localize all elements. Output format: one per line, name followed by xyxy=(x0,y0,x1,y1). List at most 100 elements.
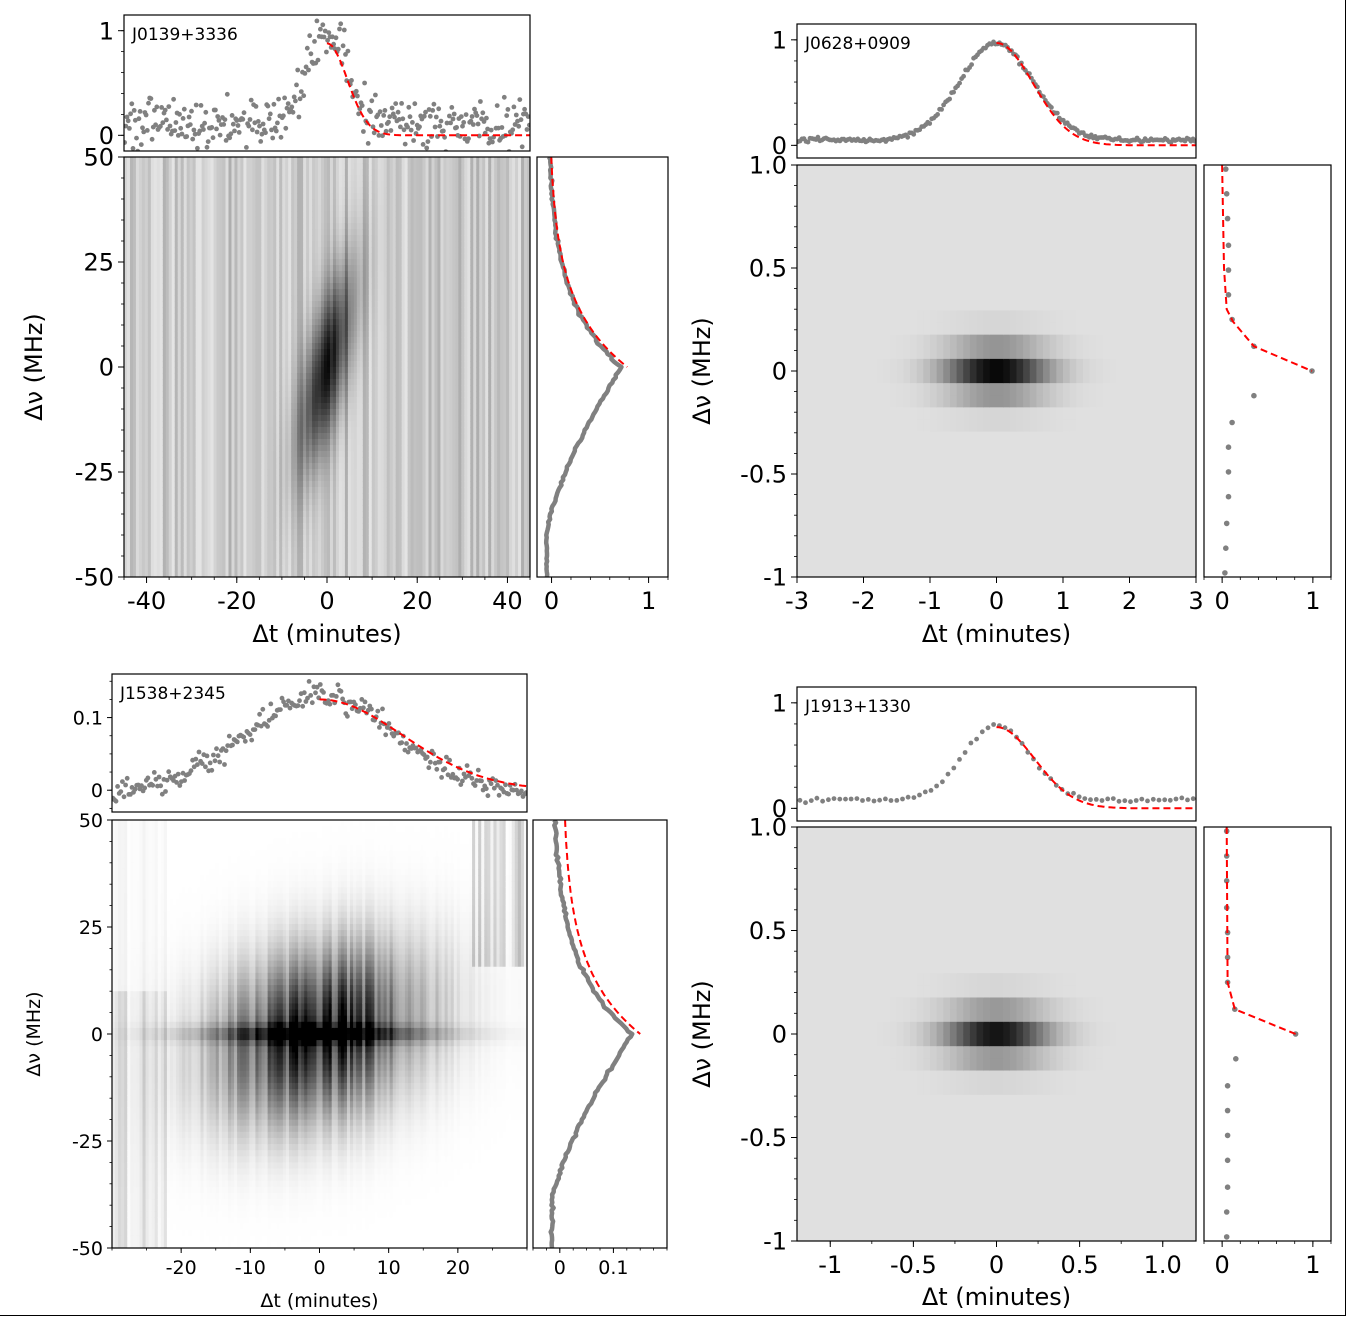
heatmap-cell xyxy=(246,565,250,572)
heatmap-cell xyxy=(285,157,289,164)
time-profile-point xyxy=(275,120,280,126)
heatmap-cell xyxy=(159,175,164,182)
heatmap-cell xyxy=(237,547,242,554)
heatmap-cell xyxy=(270,247,274,254)
heatmap-cell xyxy=(147,205,152,212)
heatmap-cell xyxy=(300,283,304,290)
heatmap-cell xyxy=(246,253,250,260)
heatmap-cell xyxy=(267,415,271,422)
heatmap-cell xyxy=(312,229,316,236)
heatmap-cell xyxy=(267,325,271,332)
heatmap-cell xyxy=(141,469,146,476)
heatmap-cell xyxy=(204,403,209,410)
heatmap-cell xyxy=(258,319,262,326)
heatmap-cell xyxy=(246,211,250,218)
heatmap-cell xyxy=(264,427,268,434)
heatmap-cell xyxy=(147,175,152,182)
heatmap-cell xyxy=(219,469,224,476)
heatmap-cell xyxy=(312,433,316,440)
heatmap-cell xyxy=(237,247,242,254)
heatmap-cell xyxy=(210,253,215,260)
heatmap-cell xyxy=(288,373,292,380)
heatmap-cell xyxy=(315,271,319,278)
heatmap-cell xyxy=(204,565,209,572)
heatmap-cell xyxy=(159,421,164,428)
heatmap-cell xyxy=(186,451,191,458)
heatmap-cell xyxy=(132,523,137,530)
heatmap-cell xyxy=(228,247,233,254)
heatmap-cell xyxy=(159,211,164,218)
heatmap-cell xyxy=(207,475,212,482)
heatmap-cell xyxy=(273,451,277,458)
heatmap-cell xyxy=(153,511,158,518)
heatmap-cell xyxy=(144,253,149,260)
heatmap-cell xyxy=(204,397,209,404)
heatmap-cell xyxy=(219,433,224,440)
heatmap-cell xyxy=(204,517,209,524)
heatmap-cell xyxy=(180,463,185,470)
heatmap-cell xyxy=(285,541,289,548)
heatmap-cell xyxy=(246,205,250,212)
heatmap-cell xyxy=(258,475,262,482)
heatmap-cell xyxy=(270,379,274,386)
heatmap-cell xyxy=(198,571,203,577)
heatmap-cell xyxy=(282,469,286,476)
heatmap-cell xyxy=(309,349,313,356)
time-profile-point xyxy=(131,108,137,113)
heatmap-cell xyxy=(138,415,143,422)
heatmap-cell xyxy=(231,163,236,170)
heatmap-cell xyxy=(150,571,155,577)
heatmap-cell xyxy=(243,217,247,224)
heatmap-cell xyxy=(171,283,176,290)
heatmap-cell xyxy=(303,283,307,290)
heatmap-cell xyxy=(124,541,128,548)
heatmap-cell xyxy=(171,163,176,170)
heatmap-cell xyxy=(183,193,188,200)
heatmap-cell xyxy=(276,499,280,506)
heatmap-cell xyxy=(318,529,322,536)
heatmap-cell xyxy=(231,469,236,476)
heatmap-cell xyxy=(156,211,161,218)
heatmap-cell xyxy=(168,463,173,470)
heatmap-cell xyxy=(285,235,289,242)
heatmap-cell xyxy=(159,295,164,302)
heatmap-cell xyxy=(309,415,313,422)
heatmap-cell xyxy=(270,439,274,446)
heatmap-cell xyxy=(207,253,212,260)
heatmap-cell xyxy=(258,373,262,380)
heatmap-cell xyxy=(135,379,140,386)
heatmap-cell xyxy=(147,295,152,302)
heatmap-cell xyxy=(267,247,271,254)
heatmap-cell xyxy=(192,223,197,230)
heatmap-cell xyxy=(261,163,265,170)
heatmap-cell xyxy=(144,427,149,434)
heatmap-cell xyxy=(261,331,265,338)
heatmap-cell xyxy=(162,427,167,434)
heatmap-cell xyxy=(267,199,271,206)
time-profile-point xyxy=(213,107,218,113)
heatmap-cell xyxy=(210,499,215,506)
heatmap-cell xyxy=(141,373,146,380)
heatmap-cell xyxy=(294,553,298,560)
heatmap-cell xyxy=(189,535,194,542)
heatmap-cell xyxy=(126,403,131,410)
heatmap-cell xyxy=(234,259,239,266)
heatmap-cell xyxy=(201,415,206,422)
time-profile-point xyxy=(369,98,375,104)
heatmap-cell xyxy=(156,511,161,518)
heatmap-cell xyxy=(150,325,155,332)
heatmap-cell xyxy=(312,559,316,566)
time-profile-point xyxy=(253,104,259,109)
time-profile-point xyxy=(186,114,192,120)
heatmap-cell xyxy=(129,169,134,176)
heatmap-cell xyxy=(124,505,128,512)
heatmap-cell xyxy=(300,379,304,386)
heatmap-cell xyxy=(213,481,218,488)
heatmap-cell xyxy=(270,445,274,452)
heatmap-cell xyxy=(124,463,128,470)
heatmap-cell xyxy=(135,217,140,224)
heatmap-cell xyxy=(177,451,182,458)
heatmap-cell xyxy=(240,517,245,524)
heatmap-cell xyxy=(231,181,236,188)
heatmap-cell xyxy=(201,325,206,332)
